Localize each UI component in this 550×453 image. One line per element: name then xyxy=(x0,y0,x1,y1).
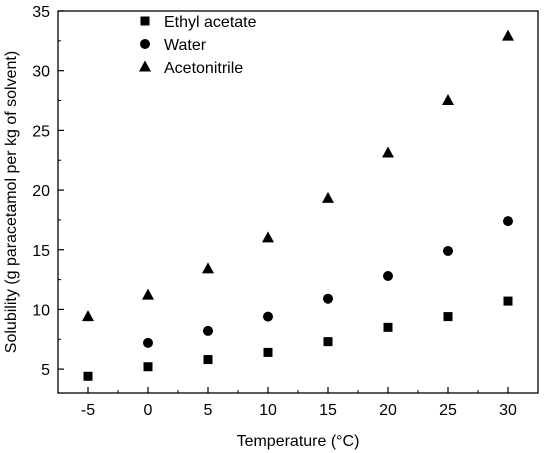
x-tick-label: 5 xyxy=(204,402,213,419)
data-point-ethyl-acetate xyxy=(263,347,273,357)
plot-frame xyxy=(57,10,539,394)
x-tick-label: -5 xyxy=(81,402,95,419)
legend-marker xyxy=(140,39,150,49)
axis-ticks: -5 0 5 10 15 20 25 30 5 10 15 20 25 30 35 xyxy=(32,4,517,419)
y-tick-label: 20 xyxy=(32,183,50,200)
data-point-water xyxy=(383,271,393,282)
x-axis-title: Temperature (°C) xyxy=(237,433,360,450)
data-point-ethyl-acetate xyxy=(323,337,333,347)
legend-marker xyxy=(140,16,150,26)
data-point-ethyl-acetate xyxy=(143,362,153,372)
y-tick-label: 10 xyxy=(32,302,50,319)
y-tick-label: 25 xyxy=(32,123,50,140)
legend: Ethyl acetate Water Acetonitrile xyxy=(139,14,257,77)
legend-label: Ethyl acetate xyxy=(164,14,257,31)
data-point-acetonitrile xyxy=(262,231,274,243)
x-tick-label: 30 xyxy=(499,402,517,419)
data-point-acetonitrile xyxy=(82,310,94,322)
data-point-ethyl-acetate xyxy=(503,296,513,306)
y-tick-label: 35 xyxy=(32,4,50,21)
data-point-ethyl-acetate xyxy=(383,322,393,332)
data-point-water xyxy=(143,337,153,348)
data-point-acetonitrile xyxy=(322,191,334,203)
data-point-acetonitrile xyxy=(442,94,454,106)
data-point-water xyxy=(443,245,453,256)
data-point-ethyl-acetate xyxy=(203,355,213,365)
y-tick-label: 15 xyxy=(32,243,50,260)
data-point-ethyl-acetate xyxy=(443,312,453,322)
data-point-water xyxy=(203,325,213,336)
legend-label: Water xyxy=(164,37,207,54)
legend-label: Acetonitrile xyxy=(164,60,243,77)
x-tick-label: 20 xyxy=(379,402,397,419)
y-axis-title: Solubility (g paracetamol per kg of solv… xyxy=(3,51,20,353)
data-point-acetonitrile xyxy=(502,29,514,41)
data-point-ethyl-acetate xyxy=(83,371,93,381)
x-tick-label: 10 xyxy=(259,402,277,419)
data-point-water xyxy=(323,293,333,304)
data-point-acetonitrile xyxy=(382,146,394,158)
data-point-acetonitrile xyxy=(202,262,214,274)
legend-marker xyxy=(139,60,151,72)
y-tick-label: 30 xyxy=(32,64,50,81)
x-tick-label: 15 xyxy=(319,402,337,419)
data-point-water xyxy=(263,311,273,322)
data-points xyxy=(82,29,514,381)
data-point-acetonitrile xyxy=(142,288,154,300)
data-point-water xyxy=(503,216,513,227)
x-tick-label: 0 xyxy=(144,402,153,419)
y-tick-label: 5 xyxy=(41,362,50,379)
x-tick-label: 25 xyxy=(439,402,457,419)
